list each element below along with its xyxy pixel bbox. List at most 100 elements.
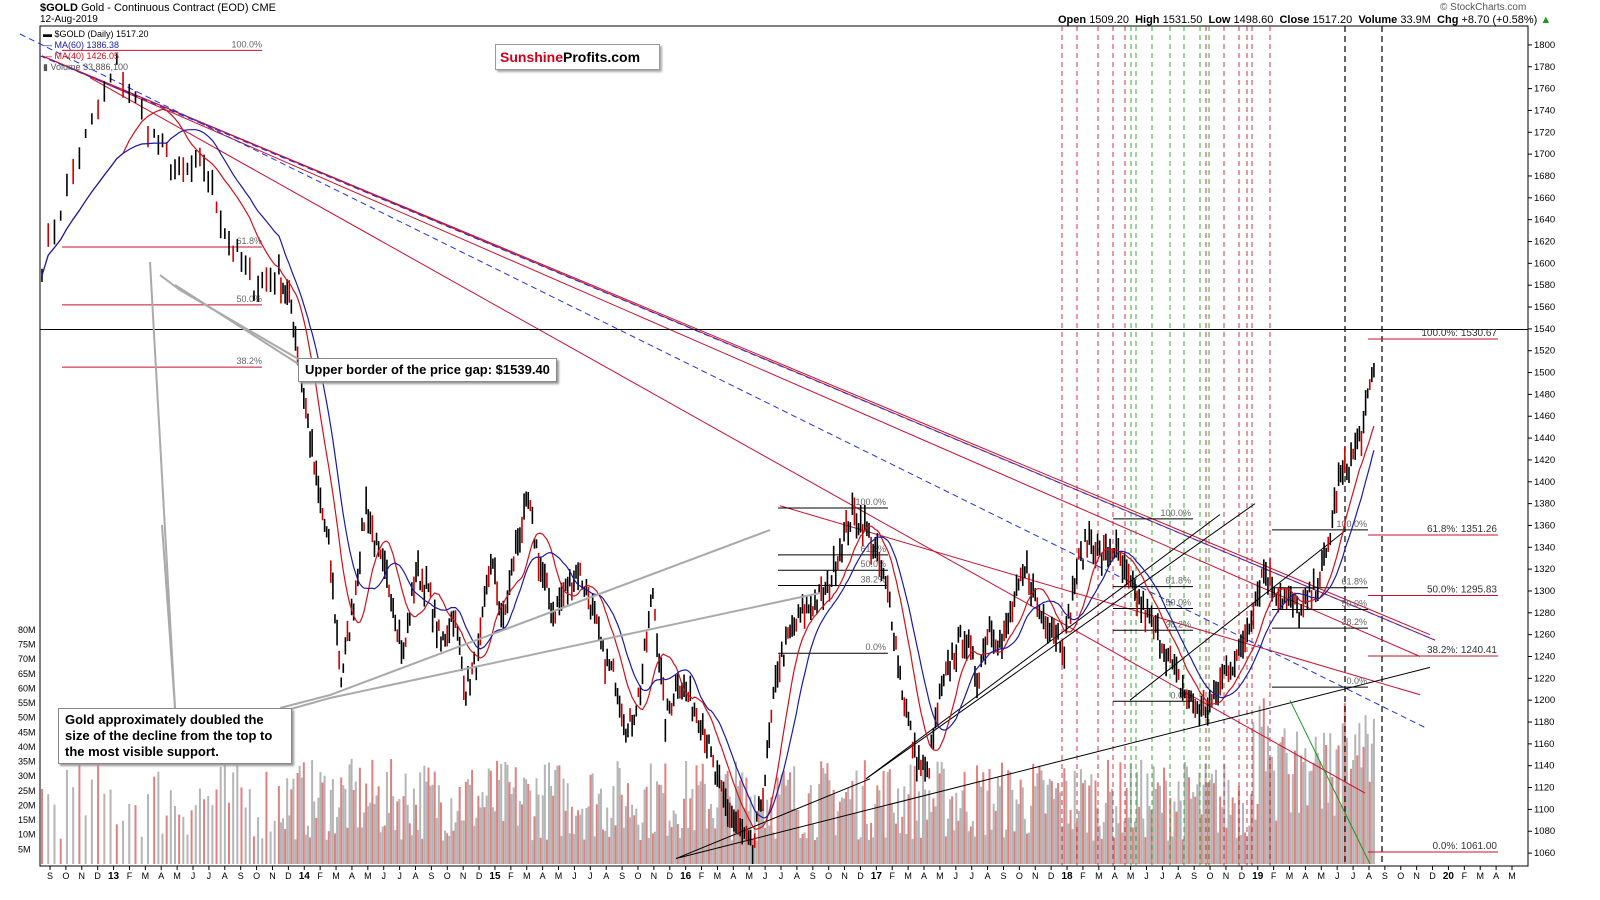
legend-volume-text: Volume 33,886,100 (50, 62, 129, 72)
volume-tick-label: 55M (18, 698, 36, 708)
x-tick-label: N (79, 871, 86, 881)
x-tick-label: S (47, 871, 53, 881)
x-tick-label: M (1127, 871, 1135, 881)
fib-level-label: 61.8%: 1351.26 (1427, 524, 1497, 535)
fib-mid-label: 100.0% (855, 497, 886, 507)
x-tick-label: J (763, 871, 768, 881)
x-tick-label: M (142, 871, 150, 881)
x-tick-label: N (460, 871, 467, 881)
y-tick-label: 1600 (1534, 258, 1555, 269)
ma40-line (41, 108, 1375, 830)
ma60-line (41, 129, 1375, 819)
y-tick-label: 1580 (1534, 280, 1555, 291)
x-tick-label: J (1144, 871, 1149, 881)
symbol: $GOLD (40, 2, 78, 14)
y-tick-label: 1120 (1534, 783, 1554, 794)
x-tick-label: M (1286, 871, 1294, 881)
fib-left-label: 100.0% (231, 39, 262, 49)
volume-tick-label: 65M (18, 669, 36, 679)
x-tick-label: A (412, 871, 418, 881)
x-tick-label: M (173, 871, 181, 881)
y-tick-label: 1660 (1534, 193, 1555, 204)
x-tick-label: N (651, 871, 658, 881)
x-tick-label: N (1223, 871, 1230, 881)
x-tick-label: D (285, 871, 292, 881)
x-tick-label: D (1239, 871, 1246, 881)
x-tick-label: S (810, 871, 816, 881)
x-tick-label: J (969, 871, 974, 881)
volume-tick-label: 10M (18, 830, 36, 840)
x-tick-label: S (1382, 871, 1388, 881)
x-tick-label: M (936, 871, 944, 881)
x-tick-label: O (634, 871, 641, 881)
x-tick-label: A (1493, 871, 1499, 881)
logo: SunshineProfits.com (495, 44, 660, 70)
volume-tick-label: 40M (18, 742, 36, 752)
volume-tick-label: 15M (18, 815, 36, 825)
fib-right2-label: 61.8% (1341, 577, 1367, 587)
x-tick-label: S (1000, 871, 1006, 881)
x-tick-label: A (1112, 871, 1118, 881)
volume-tick-label: 20M (18, 800, 36, 810)
fib-right2-label: 38.2% (1341, 617, 1367, 627)
x-tick-label: J (207, 871, 212, 881)
x-tick-label: J (191, 871, 196, 881)
x-tick-label: M (1476, 871, 1484, 881)
ohlc-readout: Open 1509.20 High 1531.50 Low 1498.60 Cl… (1058, 14, 1551, 26)
x-tick-label: M (1508, 871, 1516, 881)
x-tick-label: O (62, 871, 69, 881)
chart-date: 12-Aug-2019 (40, 14, 98, 25)
x-tick-label: M (714, 871, 722, 881)
cycle-lines (1061, 26, 1383, 866)
x-tick-label: A (1175, 871, 1181, 881)
y-tick-label: 1540 (1534, 324, 1555, 335)
volume-value: 33.9M (1400, 14, 1431, 26)
x-tick-label: S (619, 871, 625, 881)
y-tick-label: 1420 (1534, 455, 1555, 466)
callout-pointers (149, 261, 821, 713)
x-tick-label: A (921, 871, 927, 881)
y-tick-label: 1180 (1534, 717, 1554, 728)
x-tick-label: O (1016, 871, 1023, 881)
fib-right-label: 100.0% (1160, 508, 1191, 518)
x-tick-label: A (985, 871, 991, 881)
fib-left-label: 61.8% (236, 236, 262, 246)
y-tick-label: 1100 (1534, 804, 1554, 815)
y-tick-label: 1680 (1534, 171, 1555, 182)
trend-lines (19, 33, 1436, 865)
axes: 1060 1080 1100 1120 1140 1160 1180 1200 1220 1240… (18, 40, 1555, 882)
fib-right2-label: 0.0% (1346, 676, 1367, 686)
y-tick-label: 1480 (1534, 389, 1555, 400)
x-tick-label: A (540, 871, 546, 881)
volume-tick-label: 70M (18, 654, 36, 664)
fibonacci-levels: 100.0%: 1530.67 61.8%: 1351.26 50.0%: 1295… (40, 39, 1528, 853)
volume-tick-label: 25M (18, 786, 36, 796)
fib-mid-label: 50.0% (860, 559, 886, 569)
fib-mid-label: 38.2% (860, 575, 886, 585)
open-value: 1509.20 (1089, 14, 1129, 26)
y-tick-label: 1200 (1534, 695, 1555, 706)
trend-line (865, 514, 1221, 780)
x-tick-label: A (794, 871, 800, 881)
trend-line (19, 33, 1426, 728)
x-tick-label: D (857, 871, 864, 881)
trend-line (41, 55, 1431, 636)
y-tick-label: 1340 (1534, 542, 1555, 553)
x-tick-label: N (269, 871, 276, 881)
x-tick-label: O (253, 871, 260, 881)
x-tick-label: M (1095, 871, 1103, 881)
fib-right-label: 38.2% (1165, 619, 1191, 629)
trend-line (89, 77, 1366, 794)
x-tick-label: F (127, 871, 133, 881)
y-tick-label: 1440 (1534, 433, 1555, 444)
watermark: © StockCharts.com (1440, 2, 1527, 13)
callout-pointer (149, 261, 176, 709)
y-tick-label: 1640 (1534, 215, 1555, 226)
legend-volume: ▮ Volume 33,886,100 (43, 62, 129, 72)
chart-title: $GOLD Gold - Continuous Contract (EOD) C… (40, 2, 276, 14)
x-tick-label: J (1335, 871, 1340, 881)
volume-tick-label: 35M (18, 757, 36, 767)
y-tick-label: 1760 (1534, 84, 1555, 95)
high-label: High (1135, 14, 1160, 26)
x-tick-label: F (1080, 871, 1086, 881)
